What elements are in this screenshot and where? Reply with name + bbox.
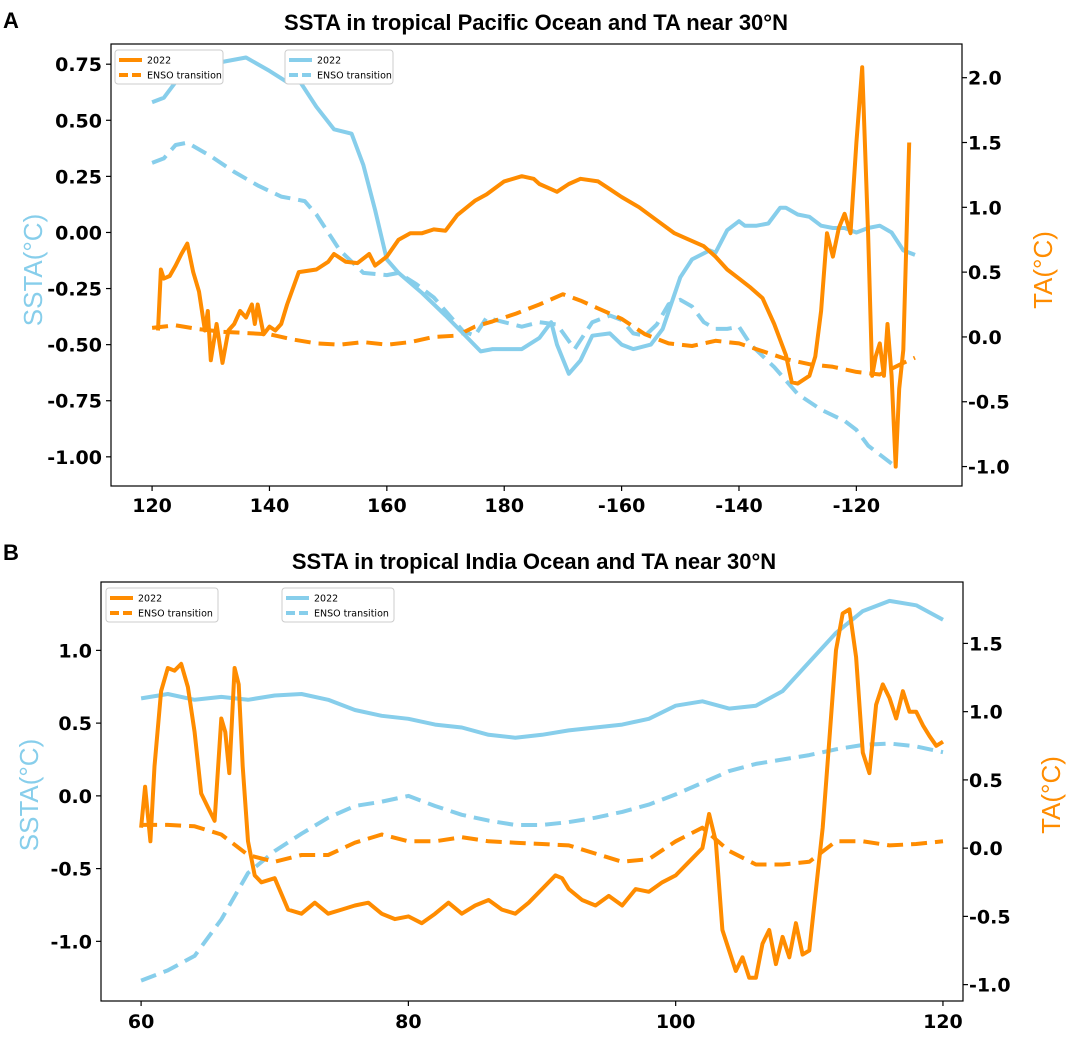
x-tick-label: 160 bbox=[367, 495, 407, 517]
series-line-orange-2022 bbox=[156, 65, 912, 469]
series-line-blue-2022 bbox=[140, 598, 944, 740]
plot-frame-a bbox=[110, 43, 963, 487]
x-tick-label: 80 bbox=[395, 1011, 421, 1033]
x-tick-label: 60 bbox=[128, 1011, 154, 1033]
legend-frame bbox=[105, 587, 219, 623]
right-tick-label: -1.0 bbox=[969, 975, 1011, 997]
right-tick-label: -0.5 bbox=[969, 906, 1011, 928]
left-tick-label: 0.5 bbox=[58, 713, 92, 735]
legend-box: 2022 ENSO transition bbox=[114, 49, 224, 85]
legend-frame bbox=[281, 587, 395, 623]
series-group-a bbox=[151, 51, 916, 469]
left-axis-b: 1.0 0.5 0.0 -0.5 -1.0 bbox=[50, 640, 101, 953]
x-axis-b: 60 80 100 120 bbox=[128, 1001, 963, 1033]
left-tick-label: -0.75 bbox=[47, 391, 102, 413]
series-line-blue-2022 bbox=[151, 51, 916, 376]
x-tick-label: -120 bbox=[833, 495, 881, 517]
legend-box: 2022 ENSO transition bbox=[284, 49, 394, 85]
legend-box: 2022 ENSO transition bbox=[281, 587, 395, 623]
legend-label: ENSO transition bbox=[138, 609, 213, 620]
left-axis-a: 0.75 0.50 0.25 0.00 -0.25 -0.50 -0.75 -1.00 bbox=[47, 54, 111, 469]
left-tick-label: -1.0 bbox=[50, 931, 92, 953]
legend-label: 2022 bbox=[314, 594, 338, 605]
x-tick-label: -160 bbox=[598, 495, 646, 517]
right-axis-a: 2.0 1.5 1.0 0.5 0.0 -0.5 -1.0 bbox=[962, 68, 1010, 479]
left-tick-label: -1.00 bbox=[47, 447, 102, 469]
left-tick-label: 0.00 bbox=[55, 222, 102, 244]
plot-frame-b bbox=[100, 581, 964, 1002]
x-axis-a: 120 140 160 180 -160 -140 -120 bbox=[132, 486, 880, 517]
chart-title-b: SSTA in tropical India Ocean and TA near… bbox=[292, 549, 776, 574]
panel-letter-b: B bbox=[3, 540, 19, 565]
left-tick-label: 0.25 bbox=[55, 166, 102, 188]
legend-label: ENSO transition bbox=[317, 71, 392, 82]
series-line-orange-2022 bbox=[139, 607, 945, 980]
legend-label: 2022 bbox=[147, 56, 171, 67]
legends-b: 2022 ENSO transition 2022 ENSO transition bbox=[105, 587, 395, 623]
x-tick-label: 120 bbox=[132, 495, 172, 517]
series-line-blue-enso-transition bbox=[151, 140, 893, 466]
x-tick-label: 140 bbox=[250, 495, 290, 517]
x-tick-label: -140 bbox=[715, 495, 763, 517]
left-tick-label: 1.0 bbox=[58, 640, 92, 662]
legend-label: 2022 bbox=[317, 56, 341, 67]
y-axis-label-right-a: TA(°C) bbox=[1028, 231, 1058, 309]
panel-a: A SSTA in tropical Pacific Ocean and TA … bbox=[3, 8, 1058, 517]
right-tick-label: 0.5 bbox=[968, 262, 1002, 284]
left-tick-label: -0.25 bbox=[47, 279, 102, 301]
x-tick-label: 180 bbox=[484, 495, 524, 517]
legends-a: 2022 ENSO transition 2022 ENSO transition bbox=[114, 49, 394, 85]
right-tick-label: 0.0 bbox=[968, 327, 1002, 349]
left-tick-label: 0.75 bbox=[55, 54, 102, 76]
legend-label: ENSO transition bbox=[147, 71, 222, 82]
left-tick-label: 0.50 bbox=[55, 110, 102, 132]
left-tick-label: -0.50 bbox=[47, 335, 102, 357]
left-tick-label: -0.5 bbox=[50, 859, 92, 881]
y-axis-label-left-b: SSTA(°C) bbox=[14, 739, 44, 851]
right-axis-b: 1.5 1.0 0.5 0.0 -0.5 -1.0 bbox=[963, 633, 1011, 997]
right-tick-label: 1.0 bbox=[968, 197, 1002, 219]
series-line-orange-enso-transition bbox=[151, 292, 916, 377]
legend-label: 2022 bbox=[138, 594, 162, 605]
panel-b: B SSTA in tropical India Ocean and TA ne… bbox=[3, 540, 1066, 1033]
left-tick-label: 0.0 bbox=[58, 786, 92, 808]
right-tick-label: 1.5 bbox=[968, 133, 1002, 155]
y-axis-label-right-b: TA(°C) bbox=[1036, 756, 1066, 834]
right-tick-label: 1.0 bbox=[969, 702, 1003, 724]
x-tick-label: 100 bbox=[656, 1011, 696, 1033]
right-tick-label: 0.0 bbox=[969, 838, 1003, 860]
right-tick-label: -1.0 bbox=[968, 457, 1010, 479]
right-tick-label: 1.5 bbox=[969, 633, 1003, 655]
series-line-blue-enso-transition bbox=[140, 741, 944, 983]
panel-letter-a: A bbox=[3, 8, 19, 33]
x-tick-label: 120 bbox=[923, 1011, 963, 1033]
series-group-b bbox=[139, 598, 945, 983]
series-line-orange-enso-transition bbox=[141, 822, 944, 867]
chart-title-a: SSTA in tropical Pacific Ocean and TA ne… bbox=[284, 10, 788, 35]
right-tick-label: 0.5 bbox=[969, 770, 1003, 792]
legend-label: ENSO transition bbox=[314, 609, 389, 620]
right-tick-label: 2.0 bbox=[968, 68, 1002, 90]
y-axis-label-left-a: SSTA(°C) bbox=[18, 214, 48, 326]
right-tick-label: -0.5 bbox=[968, 392, 1010, 414]
legend-box: 2022 ENSO transition bbox=[105, 587, 219, 623]
